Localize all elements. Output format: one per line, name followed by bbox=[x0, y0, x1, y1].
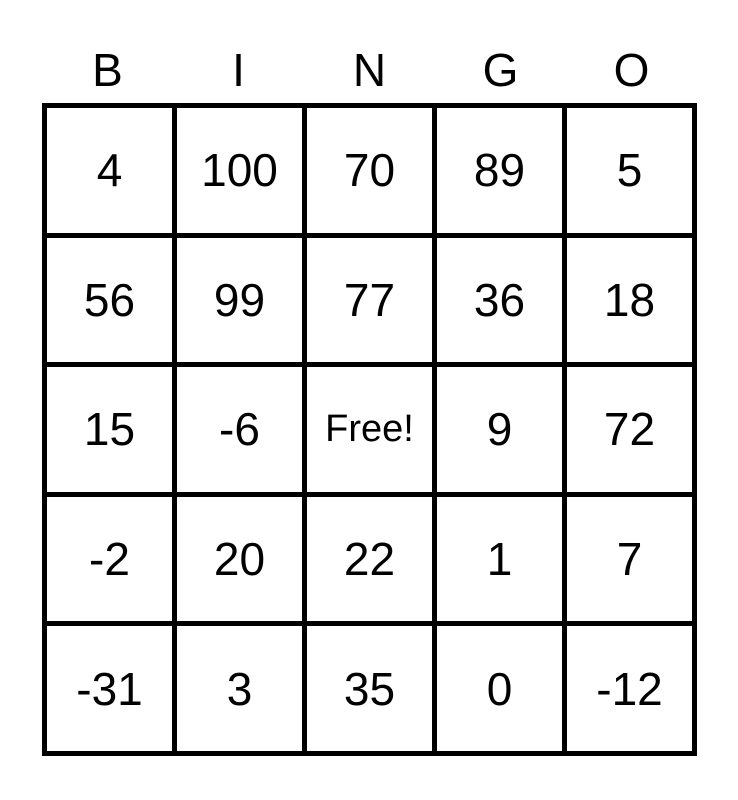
header-letter-o: O bbox=[613, 44, 650, 96]
header-letter-i: I bbox=[232, 44, 245, 96]
bingo-cell: -12 bbox=[567, 626, 692, 751]
bingo-grid: 4 100 70 89 5 56 99 77 36 18 15 -6 Free! 9 72 -2 20 22 1 7-… bbox=[42, 103, 697, 756]
bingo-cell: 89 bbox=[437, 108, 562, 233]
bingo-cell: 77 bbox=[307, 237, 432, 363]
header-letter-g: G bbox=[482, 44, 519, 96]
bingo-cell: 4 bbox=[47, 108, 172, 233]
bingo-cell: 5 bbox=[567, 108, 692, 233]
bingo-cell: 22 bbox=[307, 496, 432, 622]
header-letter-n: N bbox=[352, 44, 387, 96]
bingo-cell: -31 bbox=[47, 626, 172, 751]
bingo-cell: 15 bbox=[47, 367, 172, 492]
bingo-cell: 7 bbox=[567, 496, 692, 622]
bingo-cell: 9 bbox=[437, 367, 562, 492]
bingo-cell: 35 bbox=[307, 626, 432, 751]
bingo-cell: 72 bbox=[567, 367, 692, 492]
bingo-cell: 3 bbox=[177, 626, 302, 751]
bingo-cell: -6 bbox=[177, 367, 302, 492]
free-space-cell: Free! bbox=[307, 367, 432, 492]
bingo-cell: 36 bbox=[437, 237, 562, 363]
bingo-cell: 18 bbox=[567, 237, 692, 363]
bingo-header: B I N G O bbox=[42, 40, 697, 100]
bingo-cell: 0 bbox=[437, 626, 562, 751]
header-letter-b: B bbox=[92, 44, 123, 96]
bingo-cell: 100 bbox=[177, 108, 302, 233]
bingo-cell: 1 bbox=[437, 496, 562, 622]
bingo-cell: 99 bbox=[177, 237, 302, 363]
bingo-cell: 70 bbox=[307, 108, 432, 233]
bingo-cell: 20 bbox=[177, 496, 302, 622]
bingo-cell: -2 bbox=[47, 496, 172, 622]
bingo-cell: 56 bbox=[47, 237, 172, 363]
